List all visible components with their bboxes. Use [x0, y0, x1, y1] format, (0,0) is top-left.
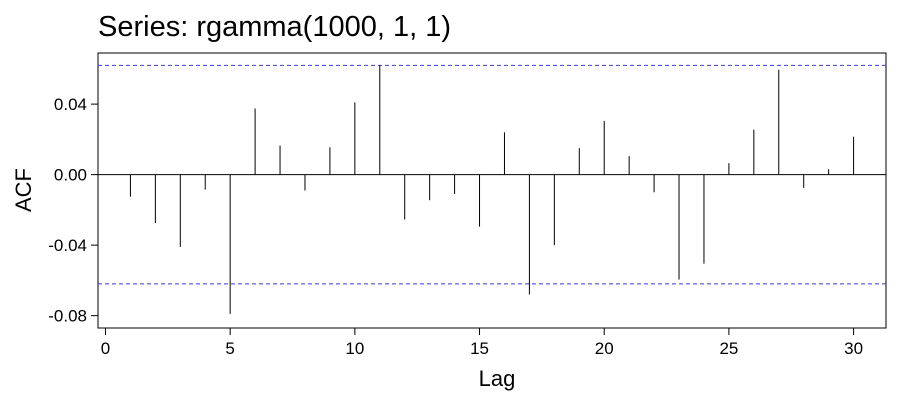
- x-tick-label-25: 25: [719, 339, 738, 358]
- y-tick-label-0: -0.08: [48, 307, 87, 326]
- x-tick-label-20: 20: [595, 339, 614, 358]
- x-tick-label-30: 30: [844, 339, 863, 358]
- x-tick-label-5: 5: [225, 339, 234, 358]
- y-tick-label-1: -0.04: [48, 236, 87, 255]
- x-axis-label: Lag: [479, 366, 516, 391]
- y-axis-label: ACF: [11, 168, 36, 212]
- x-tick-label-15: 15: [470, 339, 489, 358]
- y-tick-label-3: 0.04: [54, 95, 87, 114]
- plot-frame: [97, 52, 887, 329]
- y-tick-label-2: 0.00: [54, 166, 87, 185]
- x-tick-label-10: 10: [345, 339, 364, 358]
- plot-area: 0 5 10 15 20 25 30 -0.08 -0.04 0.00 0.04: [48, 52, 887, 358]
- x-tick-label-0: 0: [101, 339, 110, 358]
- chart-title: Series: rgamma(1000, 1, 1): [98, 11, 451, 43]
